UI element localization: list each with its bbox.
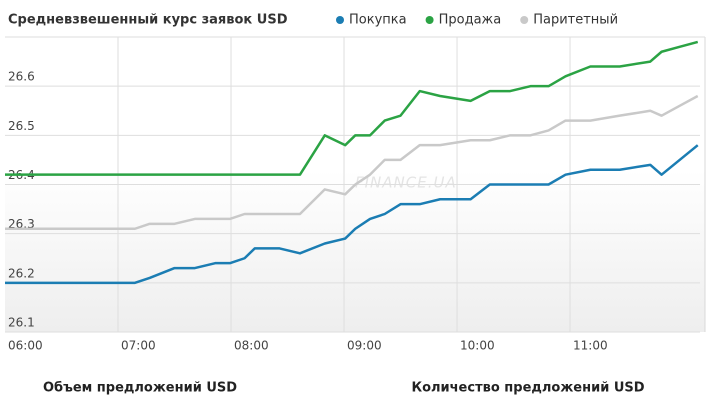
x-tick-label: 09:00 [347,339,382,353]
footer-link[interactable]: Объем предложений USD [43,381,237,396]
x-tick-label: 07:00 [121,339,156,353]
y-tick-label: 26.5 [8,119,35,133]
series-line [5,144,699,285]
chart-title: Средневзвешенный курс заявок USD [8,13,288,28]
legend-label: Покупка [349,13,407,28]
series-line [5,94,699,230]
series-line [5,40,699,176]
legend-swatch [425,16,434,24]
y-tick-label: 26.1 [8,316,35,330]
x-tick-label: 08:00 [234,339,269,353]
legend-swatch [336,16,344,24]
y-tick-label: 26.6 [8,70,35,84]
y-tick-label: 26.2 [8,266,35,280]
legend-label: Паритетный [533,13,618,28]
x-tick-label: 06:00 [8,339,43,353]
footer-link[interactable]: Количество предложений USD [411,381,644,396]
legend-label: Продажа [439,13,502,28]
legend-swatch [520,16,529,24]
x-tick-label: 10:00 [460,339,495,353]
watermark: FINANCE.UA [355,174,457,192]
x-tick-label: 11:00 [573,339,608,353]
